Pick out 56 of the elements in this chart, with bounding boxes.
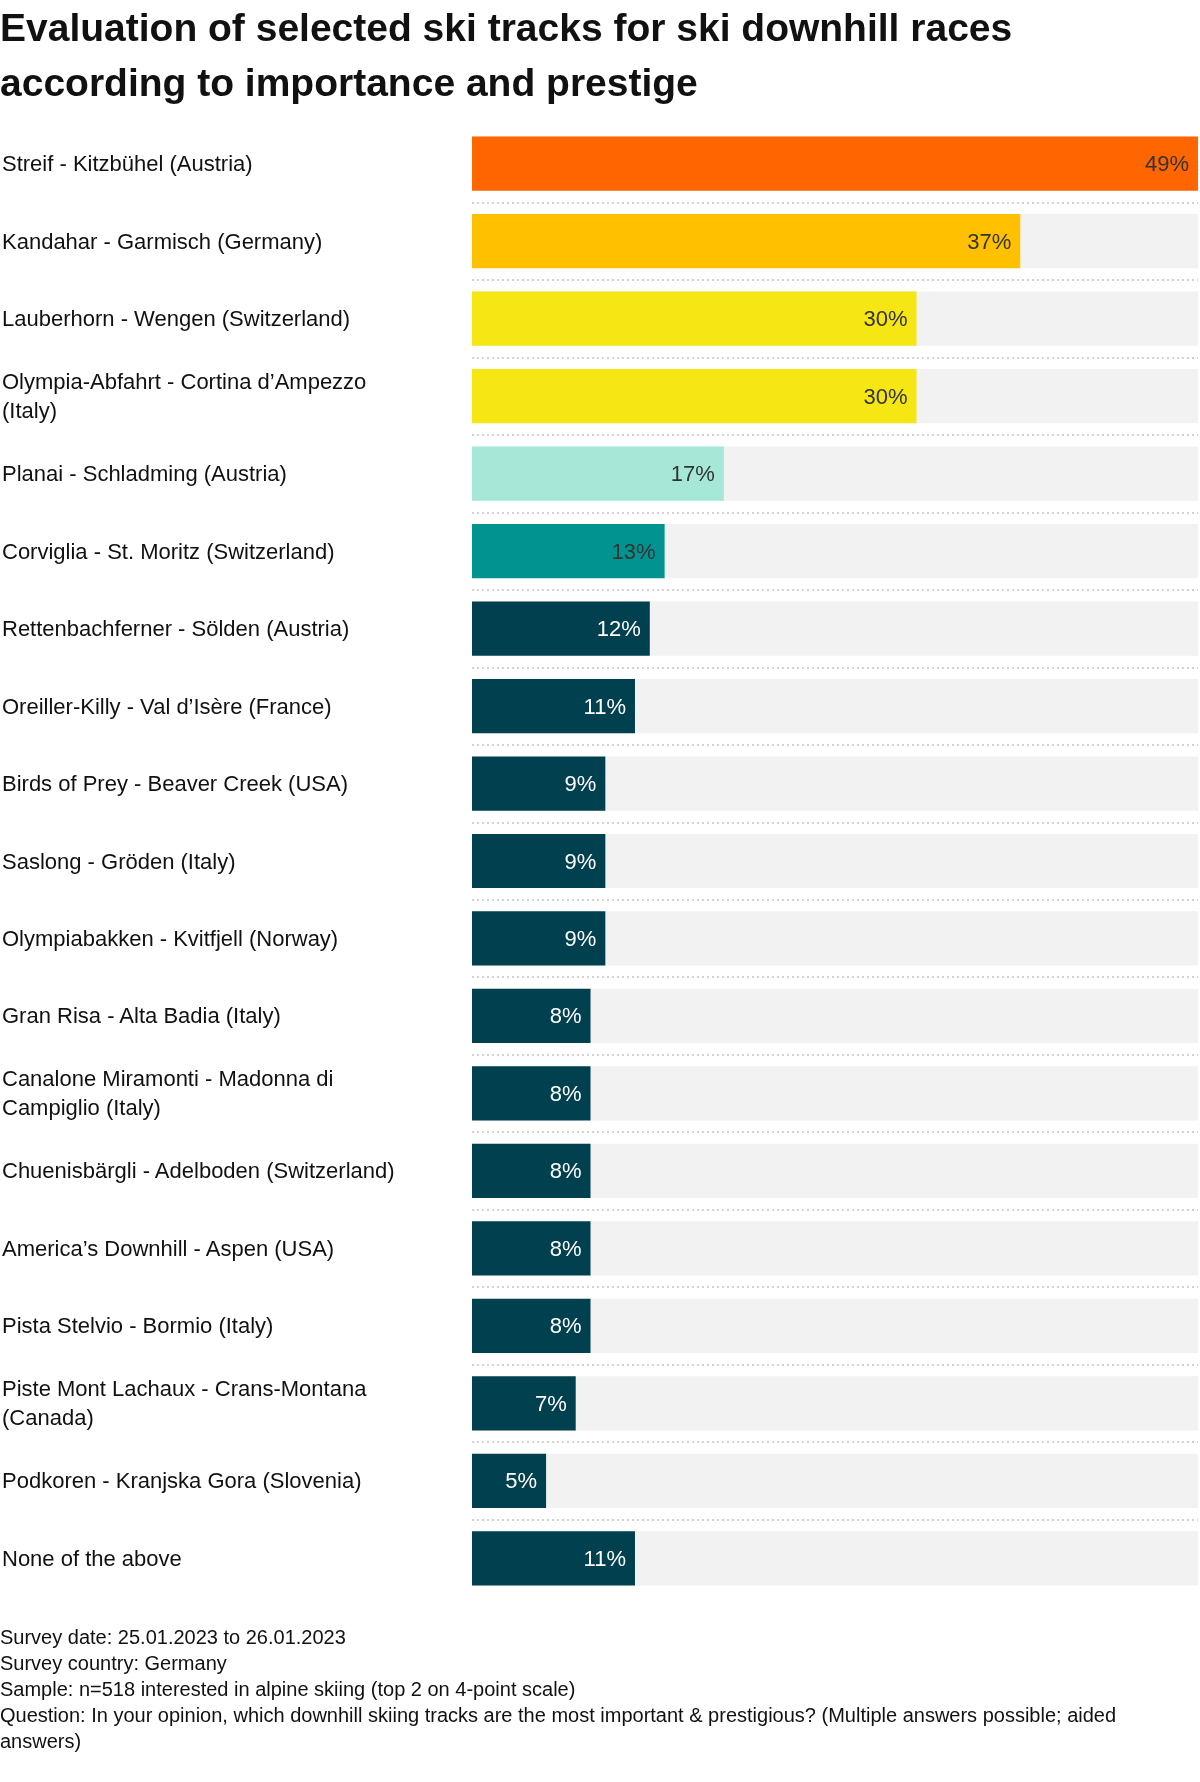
text: Question: In your opinion, which downhill skiing tracks are the most important & prestigious? (Multiple answers possible; aided answers) xyxy=(0,1703,1118,1754)
bar xyxy=(472,1531,635,1586)
bar xyxy=(472,988,591,1044)
data-label: 8% xyxy=(549,1158,582,1184)
y-tick-label: Chuenisbärgli - Adelboden (Switzerland) xyxy=(2,1158,395,1184)
bar xyxy=(472,1376,576,1431)
y-tick-label: Gran Risa - Alta Badia (Italy) xyxy=(2,1003,281,1029)
text: Sample: n=518 interested in alpine skiing (top 2 on 4-point scale) xyxy=(0,1677,577,1702)
bar xyxy=(472,756,606,811)
data-label: 8% xyxy=(549,1313,582,1339)
data-label: 8% xyxy=(549,1080,582,1106)
data-label: 7% xyxy=(534,1390,567,1416)
data-label: 30% xyxy=(863,306,908,332)
y-tick-label: None of the above xyxy=(2,1545,182,1571)
y-tick-label: Rettenbachferner - Sölden (Austria) xyxy=(2,616,350,642)
bar xyxy=(472,1221,591,1276)
y-tick-label: Corviglia - St. Moritz (Switzerland) xyxy=(2,538,335,564)
y-tick-label: Streif - Kitzbühel (Austria) xyxy=(2,151,253,177)
data-label: 17% xyxy=(670,461,715,487)
data-label: 37% xyxy=(967,228,1012,254)
data-label: 9% xyxy=(564,771,597,797)
data-label: 11% xyxy=(583,1545,626,1571)
data-label: 8% xyxy=(549,1003,582,1029)
data-label: 11% xyxy=(583,693,626,719)
y-tick-label: Podkoren - Kranjska Gora (Slovenia) xyxy=(2,1468,362,1494)
bar xyxy=(472,833,606,889)
data-label: 5% xyxy=(505,1468,538,1494)
text: Survey date: 25.01.2023 to 26.01.2023 xyxy=(0,1625,347,1650)
y-tick-label: Birds of Prey - Beaver Creek (USA) xyxy=(2,771,348,797)
chart-title: Evaluation of selected ski tracks for ski downhill races according to importance and prestige xyxy=(0,5,1014,106)
y-tick-label: America’s Downhill - Aspen (USA) xyxy=(2,1235,335,1261)
y-tick-label: Saslong - Gröden (Italy) xyxy=(2,848,236,874)
data-label: 13% xyxy=(611,538,656,564)
data-label: 9% xyxy=(564,925,597,951)
bar xyxy=(472,1143,591,1199)
bar xyxy=(472,1453,547,1508)
bar xyxy=(472,678,635,734)
bar xyxy=(472,1066,591,1121)
data-label: 9% xyxy=(564,848,597,874)
data-label: 30% xyxy=(863,383,908,409)
bar xyxy=(472,1298,591,1353)
bar xyxy=(472,601,650,656)
text: Survey country: Germany xyxy=(0,1651,228,1676)
bar xyxy=(472,911,606,966)
data-label: 12% xyxy=(596,616,641,642)
y-tick-label: Piste Mont Lachaux - Crans-Montana (Canada) xyxy=(2,1376,373,1431)
y-tick-label: Lauberhorn - Wengen (Switzerland) xyxy=(2,306,351,332)
y-tick-label: Pista Stelvio - Bormio (Italy) xyxy=(2,1313,274,1339)
data-label: 8% xyxy=(549,1235,582,1261)
y-tick-label: Olympia-Abfahrt - Cortina d’Ampezzo (Italy) xyxy=(2,369,373,424)
y-tick-label: Oreiller-Killy - Val d’Isère (France) xyxy=(2,693,332,719)
data-label: 49% xyxy=(1144,151,1189,177)
y-tick-label: Planai - Schladming (Austria) xyxy=(2,461,287,487)
y-tick-label: Canalone Miramonti - Madonna di Campiglio (Italy) xyxy=(2,1066,340,1121)
y-tick-label: Olympiabakken - Kvitfjell (Norway) xyxy=(2,925,339,951)
y-tick-label: Kandahar - Garmisch (Germany) xyxy=(2,228,323,254)
